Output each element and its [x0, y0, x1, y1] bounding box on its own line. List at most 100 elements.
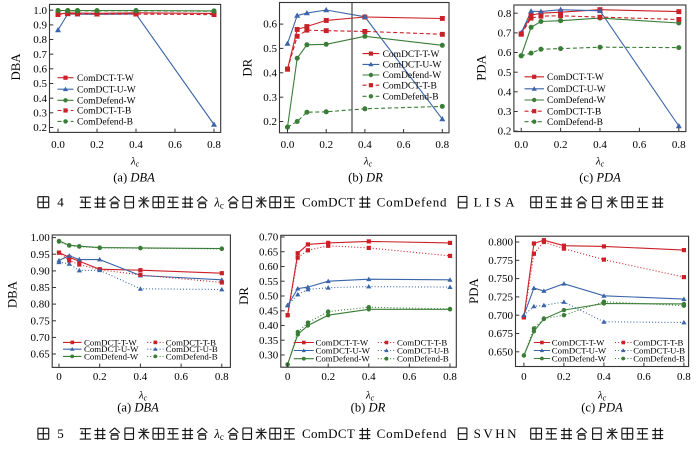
- svg-text:LISA: LISA: [474, 195, 519, 210]
- svg-text:5: 5: [57, 426, 64, 441]
- svg-text:0.8: 0.8: [677, 371, 691, 383]
- svg-text:DBA: DBA: [6, 280, 20, 308]
- svg-text:0.90: 0.90: [30, 266, 50, 278]
- svg-text:0.45: 0.45: [259, 305, 279, 317]
- svg-text:ComDCT-U-B: ComDCT-U-B: [633, 346, 685, 356]
- svg-text:0.4: 0.4: [129, 139, 143, 151]
- svg-text:0.6: 0.6: [397, 139, 411, 151]
- svg-text:0.4: 0.4: [498, 86, 512, 98]
- svg-text:0.8: 0.8: [215, 371, 229, 383]
- svg-text:0.2: 0.2: [90, 139, 104, 151]
- svg-text:0.50: 0.50: [259, 291, 279, 303]
- svg-text:0.725: 0.725: [488, 292, 513, 304]
- svg-text:ComDCT-U-W: ComDCT-U-W: [383, 61, 442, 71]
- svg-text:ComDCT-T-W: ComDCT-T-W: [77, 74, 134, 84]
- svg-text:DR: DR: [237, 287, 251, 305]
- svg-text:SVHN: SVHN: [474, 426, 519, 441]
- svg-text:0.65: 0.65: [259, 246, 279, 258]
- svg-text:(a) DBA: (a) DBA: [113, 171, 155, 185]
- svg-text:0.3: 0.3: [263, 92, 277, 104]
- svg-text:(c) PDA: (c) PDA: [581, 401, 623, 415]
- svg-text:0.5: 0.5: [498, 67, 512, 79]
- svg-text:(b) DR: (b) DR: [348, 171, 383, 185]
- svg-text:(a) DBA: (a) DBA: [117, 401, 159, 415]
- svg-text:0.6: 0.6: [174, 371, 188, 383]
- svg-text:ComDefend-B: ComDefend-B: [166, 351, 218, 361]
- svg-text:ComDefend-W: ComDefend-W: [383, 70, 442, 81]
- svg-text:0.5: 0.5: [33, 78, 47, 90]
- svg-text:0.60: 0.60: [259, 261, 279, 273]
- svg-text:ComDefend-B: ComDefend-B: [77, 117, 133, 128]
- svg-text:λc: λc: [363, 156, 373, 169]
- svg-text:λc: λc: [130, 156, 140, 169]
- svg-text:0.70: 0.70: [30, 332, 50, 344]
- svg-text:ComDefend: ComDefend: [377, 195, 448, 210]
- svg-text:0.2: 0.2: [321, 371, 335, 383]
- svg-text:0.2: 0.2: [93, 371, 107, 383]
- svg-text:0.85: 0.85: [30, 282, 50, 294]
- svg-text:ComDCT-U-B: ComDCT-U-B: [166, 344, 218, 354]
- svg-text:ComDCT-U-W: ComDCT-U-W: [552, 346, 607, 356]
- svg-text:0: 0: [521, 371, 527, 383]
- svg-text:λc: λc: [213, 196, 223, 211]
- svg-text:0.675: 0.675: [488, 328, 513, 340]
- svg-text:0.8: 0.8: [672, 139, 686, 151]
- svg-text:0.2: 0.2: [263, 116, 277, 128]
- svg-text:ComDCT-T-B: ComDCT-T-B: [166, 337, 216, 347]
- svg-text:ComDCT: ComDCT: [302, 426, 355, 441]
- svg-text:0.650: 0.650: [488, 346, 513, 358]
- svg-text:0.4: 0.4: [263, 67, 277, 79]
- svg-text:0.35: 0.35: [259, 335, 279, 347]
- svg-text:DBA: DBA: [9, 53, 23, 81]
- svg-text:ComDCT-U-W: ComDCT-U-W: [84, 344, 139, 354]
- svg-text:ComDCT-T-W: ComDCT-T-W: [552, 338, 605, 348]
- svg-text:0.0: 0.0: [514, 139, 528, 151]
- svg-text:ComDCT-U-B: ComDCT-U-B: [397, 346, 449, 356]
- svg-text:ComDefend-W: ComDefend-W: [547, 95, 606, 106]
- svg-text:ComDCT-T-W: ComDCT-T-W: [547, 73, 604, 83]
- svg-text:ComDCT-U-W: ComDCT-U-W: [77, 85, 136, 95]
- svg-text:0.3: 0.3: [33, 107, 47, 119]
- svg-text:DR: DR: [240, 58, 254, 76]
- svg-text:ComDCT-T-B: ComDCT-T-B: [547, 107, 601, 117]
- svg-text:ComDCT-T-B: ComDCT-T-B: [397, 338, 447, 348]
- svg-text:0.6: 0.6: [263, 19, 277, 31]
- svg-text:1.0: 1.0: [33, 5, 47, 17]
- svg-text:ComDefend-W: ComDefend-W: [84, 351, 139, 361]
- svg-text:0.6: 0.6: [168, 139, 182, 151]
- svg-text:ComDCT-U-W: ComDCT-U-W: [547, 85, 606, 95]
- svg-text:0.80: 0.80: [30, 299, 50, 311]
- svg-text:0.6: 0.6: [637, 371, 651, 383]
- svg-text:0.4: 0.4: [362, 371, 376, 383]
- svg-text:0.4: 0.4: [33, 93, 47, 105]
- svg-text:0.0: 0.0: [281, 139, 295, 151]
- svg-text:0.6: 0.6: [403, 371, 417, 383]
- svg-text:(b) DR: (b) DR: [351, 401, 386, 415]
- svg-text:0.8: 0.8: [207, 139, 221, 151]
- svg-text:1.00: 1.00: [30, 232, 50, 244]
- svg-text:0.4: 0.4: [358, 139, 372, 151]
- svg-text:0.55: 0.55: [259, 276, 279, 288]
- svg-text:0.30: 0.30: [259, 350, 279, 362]
- svg-text:0.7: 0.7: [33, 49, 47, 61]
- svg-text:0.750: 0.750: [488, 273, 513, 285]
- svg-text:PDA: PDA: [467, 277, 481, 303]
- svg-text:0.95: 0.95: [30, 249, 50, 261]
- svg-text:0.4: 0.4: [597, 371, 611, 383]
- svg-text:0.0: 0.0: [51, 139, 65, 151]
- svg-text:0.3: 0.3: [498, 106, 512, 118]
- svg-text:ComDefend-W: ComDefend-W: [77, 96, 136, 107]
- svg-text:0.2: 0.2: [33, 122, 47, 134]
- svg-text:4: 4: [57, 195, 64, 210]
- svg-text:ComDCT: ComDCT: [302, 195, 355, 210]
- svg-text:0.8: 0.8: [498, 8, 512, 20]
- svg-text:ComDefend-B: ComDefend-B: [383, 92, 439, 103]
- svg-text:0.65: 0.65: [30, 349, 50, 361]
- svg-text:0.4: 0.4: [134, 371, 148, 383]
- svg-text:(c) PDA: (c) PDA: [579, 171, 621, 185]
- svg-text:0.800: 0.800: [488, 237, 513, 249]
- svg-text:0.40: 0.40: [259, 320, 279, 332]
- svg-text:λc: λc: [138, 390, 148, 403]
- svg-text:ComDCT-T-W: ComDCT-T-W: [383, 50, 440, 60]
- svg-text:0.7: 0.7: [498, 28, 512, 40]
